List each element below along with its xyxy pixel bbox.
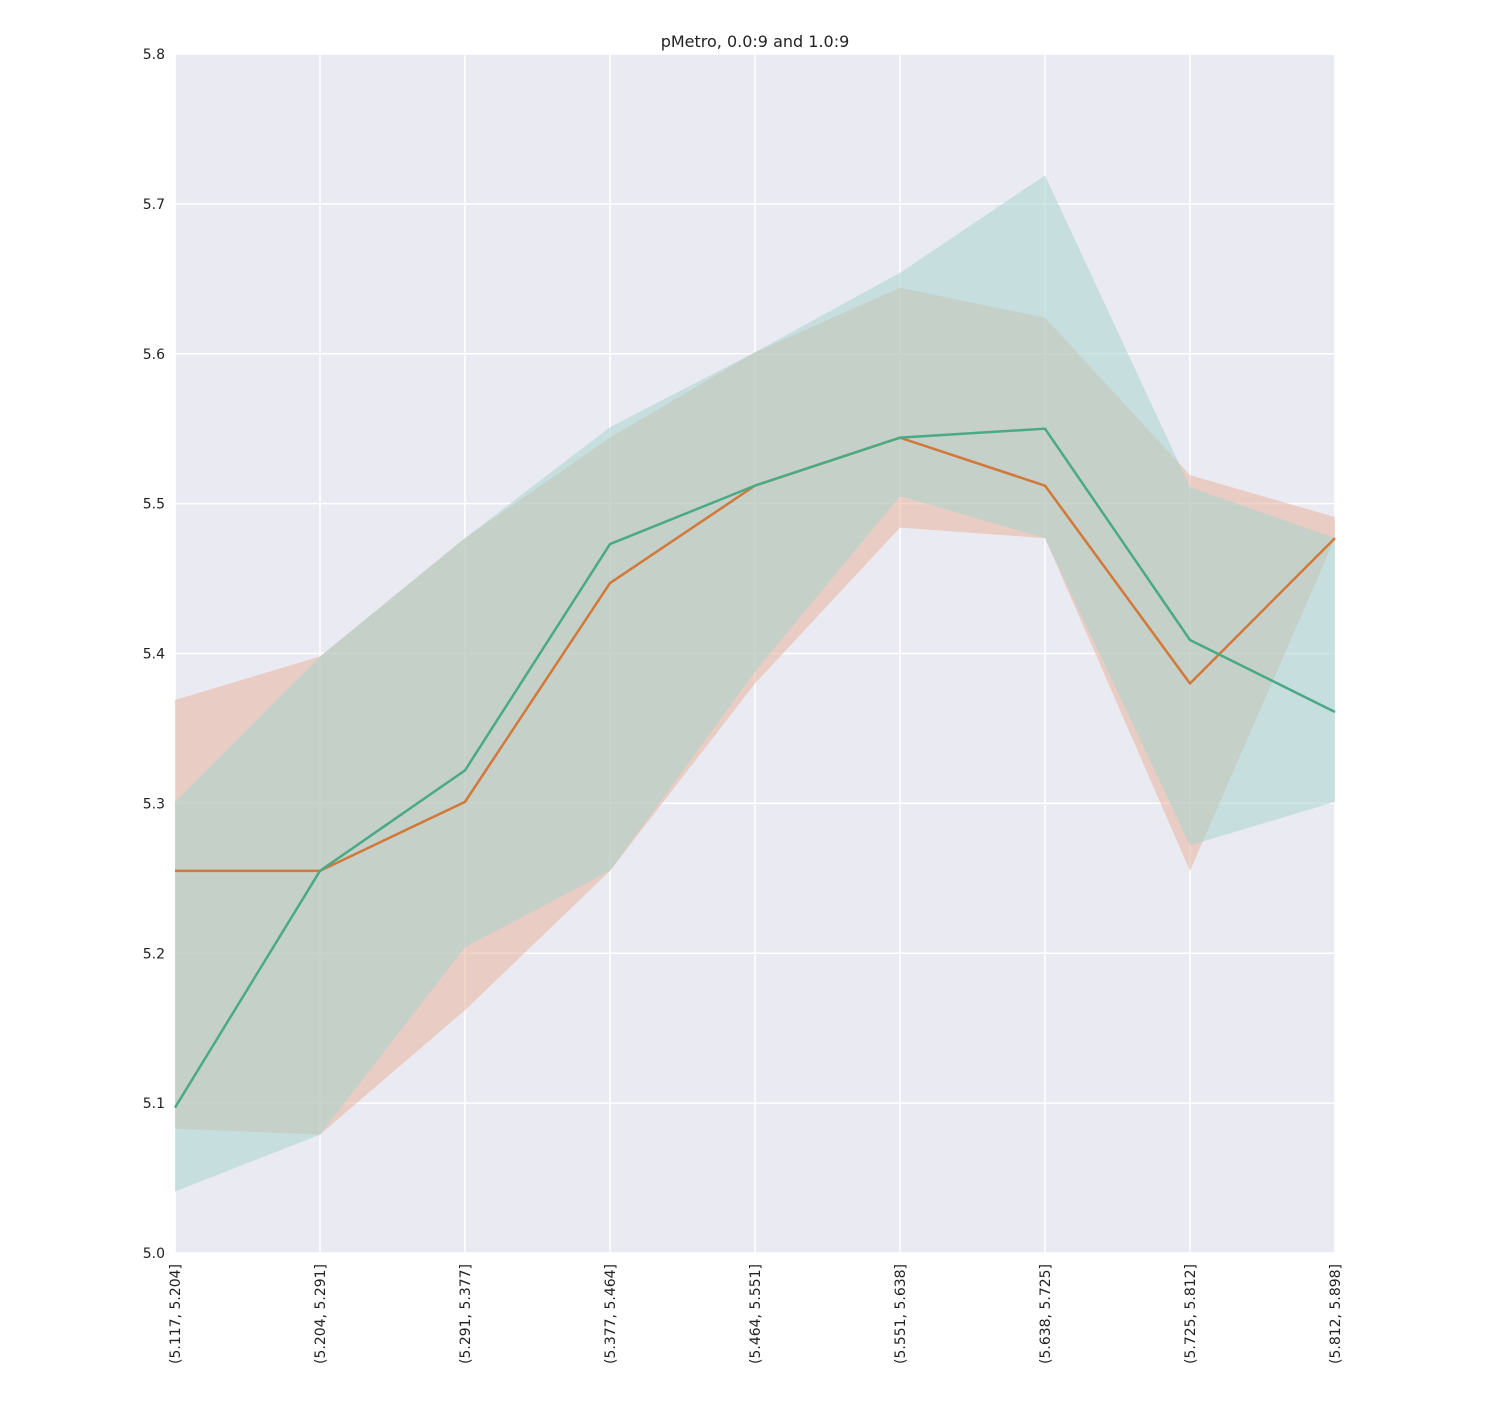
y-tick-label: 5.4 xyxy=(143,647,165,663)
y-tick-label: 5.1 xyxy=(143,1096,165,1112)
x-tick-label: (5.725, 5.812] xyxy=(1183,1264,1199,1364)
y-tick-label: 5.6 xyxy=(143,347,165,363)
x-tick-label: (5.551, 5.638] xyxy=(893,1264,909,1364)
y-tick-label: 5.2 xyxy=(143,946,165,962)
chart-title: pMetro, 0.0:9 and 1.0:9 xyxy=(661,32,850,51)
x-axis-ticks: (5.117, 5.204] (5.204, 5.291] (5.291, 5.37… xyxy=(168,1264,1344,1364)
y-tick-label: 5.5 xyxy=(143,497,165,513)
y-tick-label: 5.0 xyxy=(143,1246,165,1262)
x-tick-label: (5.291, 5.377] xyxy=(458,1264,474,1364)
x-tick-label: (5.638, 5.725] xyxy=(1038,1264,1054,1364)
y-tick-label: 5.7 xyxy=(143,197,165,213)
series-line-2 xyxy=(173,427,1336,1109)
y-tick-label: 5.8 xyxy=(143,47,165,63)
x-tick-label: (5.204, 5.291] xyxy=(313,1264,329,1364)
x-tick-label: (5.464, 5.551] xyxy=(748,1264,764,1364)
x-tick-label: (5.812, 5.898] xyxy=(1328,1264,1344,1364)
series-lines xyxy=(173,427,1336,1109)
x-tick-label: (5.377, 5.464] xyxy=(603,1264,619,1364)
y-tick-label: 5.3 xyxy=(143,796,165,812)
y-axis-ticks: 5.0 5.1 5.2 5.3 5.4 5.5 5.6 5.7 5.8 xyxy=(143,47,165,1262)
x-tick-label: (5.117, 5.204] xyxy=(168,1264,184,1364)
